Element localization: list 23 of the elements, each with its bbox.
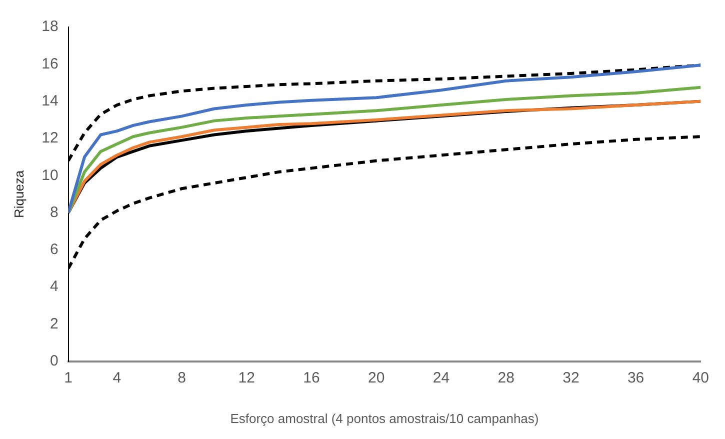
x-tick-label: 28 <box>498 370 514 387</box>
x-tick-label: 32 <box>562 370 580 387</box>
x-tick-label: 20 <box>368 370 385 387</box>
y-tick-label: 8 <box>50 204 58 221</box>
x-tick-label: 8 <box>178 370 186 387</box>
y-tick-label: 4 <box>50 278 58 296</box>
y-tick-label: 14 <box>42 92 58 110</box>
y-tick-label: 16 <box>42 55 58 72</box>
x-tick-label: 16 <box>303 370 320 387</box>
x-tick-label: 12 <box>238 370 255 387</box>
y-tick-label: 10 <box>42 166 58 184</box>
x-axis-title: Esforço amostral (4 pontos amostrais/10 campanhas) <box>230 410 539 426</box>
y-axis-title: Riqueza <box>11 170 26 218</box>
y-tick-label: 2 <box>50 315 58 332</box>
x-tick-label: 24 <box>432 370 450 387</box>
y-tick-label: 18 <box>42 18 58 36</box>
y-tick-label: 6 <box>50 241 58 258</box>
x-tick-label: 4 <box>112 370 122 387</box>
y-tick-label: 12 <box>42 130 58 147</box>
x-tick-label: 1 <box>64 370 72 387</box>
y-tick-label: 0 <box>50 352 58 370</box>
x-tick-label: 40 <box>692 370 709 387</box>
x-tick-label: 36 <box>627 370 644 387</box>
